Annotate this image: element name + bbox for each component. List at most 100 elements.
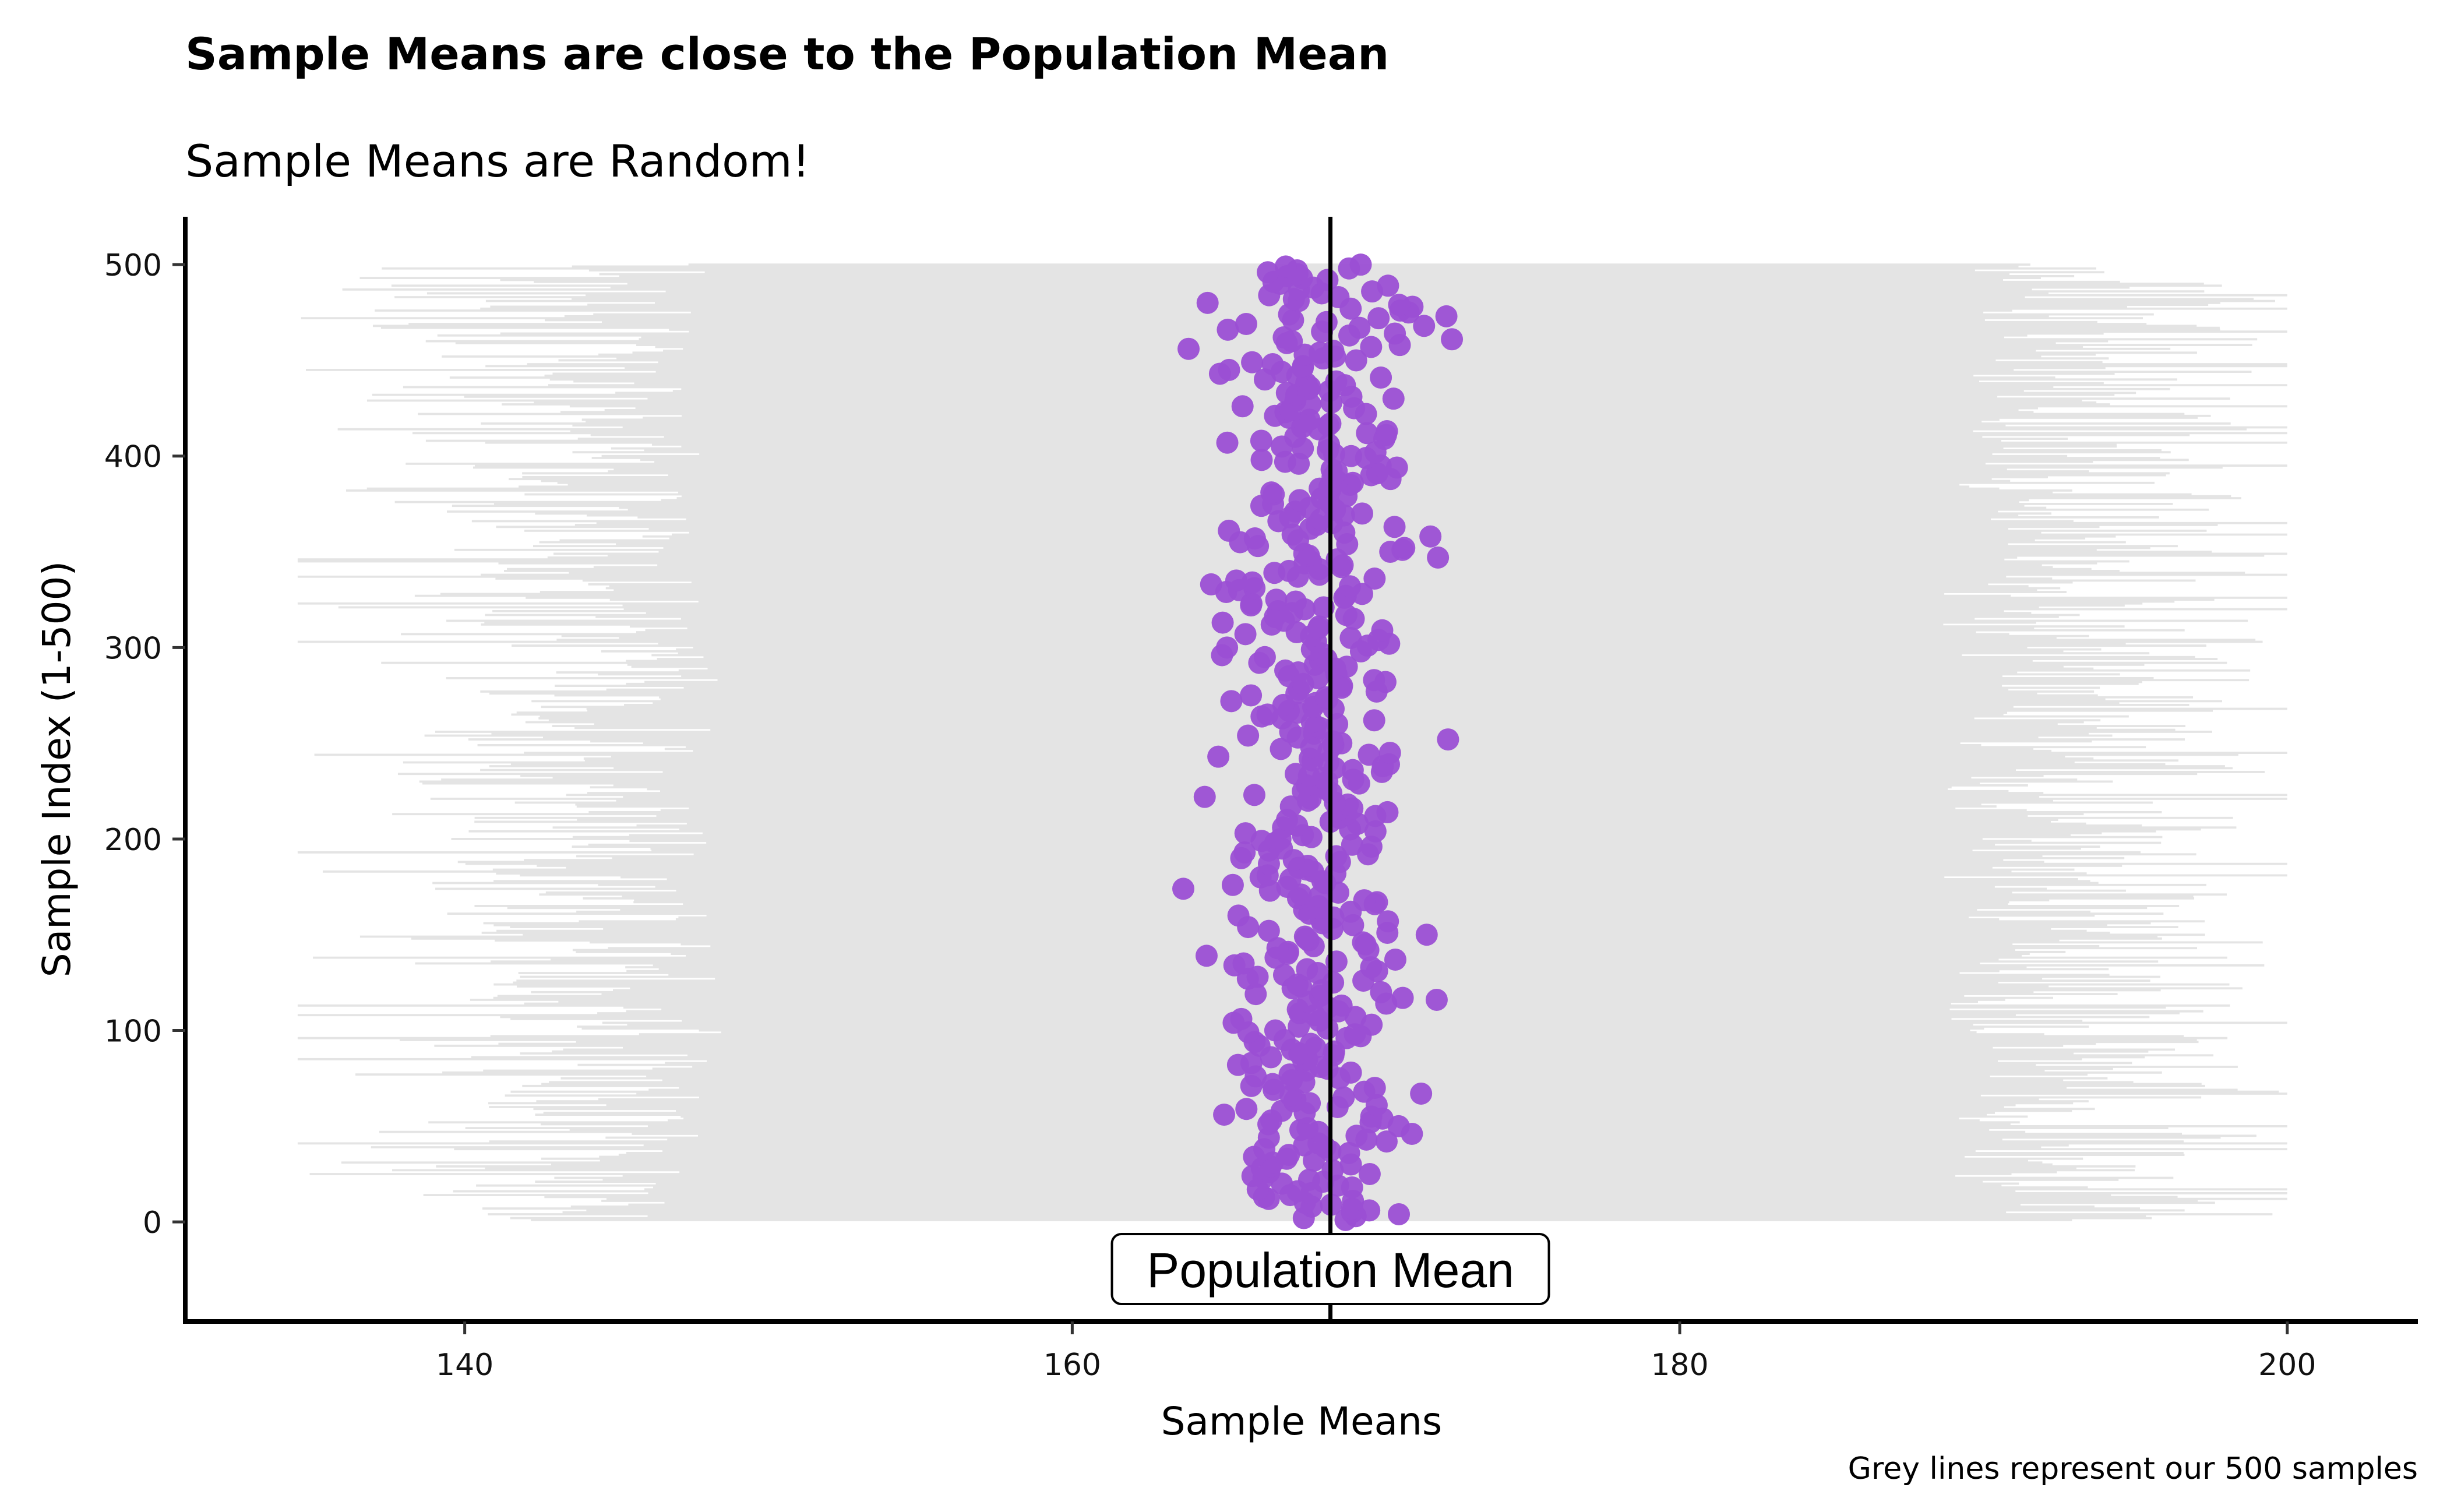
sample-mean-point [1218, 358, 1240, 381]
sample-mean-point [1237, 724, 1260, 747]
sample-mean-points [1172, 253, 1464, 1231]
sample-mean-point [1297, 1168, 1320, 1191]
sample-mean-point [1345, 349, 1367, 372]
sample-mean-point [1246, 965, 1269, 988]
sample-mean-point [1200, 573, 1222, 595]
sample-mean-point [1378, 742, 1401, 764]
sample-mean-point [1367, 307, 1390, 330]
sample-mean-point [1218, 519, 1240, 542]
sample-mean-point [1370, 366, 1392, 389]
sample-mean-point [1335, 655, 1358, 678]
sample-mean-point [1358, 743, 1380, 766]
sample-mean-point [1220, 690, 1243, 713]
chart-subtitle: Sample Means are Random! [185, 135, 810, 187]
sample-mean-point [1299, 1032, 1322, 1055]
sample-mean-point [1231, 395, 1254, 418]
sample-mean-point [1352, 931, 1374, 954]
sample-mean-point [1296, 958, 1318, 981]
sample-mean-point [1274, 659, 1297, 682]
x-tick-label: 140 [436, 1348, 493, 1383]
sample-mean-point [1232, 952, 1255, 975]
sample-mean-point [1274, 255, 1297, 278]
sample-mean-point [1213, 1104, 1236, 1126]
sample-mean-point [1427, 546, 1450, 569]
sample-mean-point [1257, 261, 1279, 284]
sample-mean-point [1261, 1073, 1284, 1095]
sample-mean-point [1363, 669, 1385, 692]
x-tick-label: 200 [2258, 1348, 2316, 1383]
sample-mean-point [1384, 322, 1406, 345]
sample-mean-point [1363, 568, 1386, 590]
x-tick-label: 180 [1651, 1348, 1708, 1383]
sample-mean-point [1321, 1159, 1344, 1182]
sample-mean-point [1293, 925, 1316, 948]
sample-mean-point [1335, 604, 1358, 626]
sample-mean-point [1356, 422, 1378, 445]
sample-mean-point [1388, 294, 1411, 316]
sample-mean-point [1172, 877, 1195, 900]
sample-mean-point [1278, 1063, 1301, 1086]
sample-mean-point [1308, 615, 1331, 638]
sample-mean-point [1413, 315, 1436, 337]
sample-mean-point [1177, 337, 1200, 360]
sample-mean-point [1349, 253, 1372, 276]
sample-mean-point [1339, 1061, 1362, 1084]
sample-mean-point [1264, 1019, 1286, 1042]
y-tick-label: 200 [104, 823, 162, 858]
sample-mean-point [1235, 1098, 1258, 1120]
sample-mean-point [1227, 904, 1250, 927]
x-tick-label: 160 [1043, 1348, 1101, 1383]
sample-mean-point [1377, 274, 1399, 297]
y-tick-label: 0 [143, 1206, 162, 1240]
sample-mean-point [1376, 801, 1399, 823]
sample-mean-point [1225, 569, 1247, 592]
sample-mean-point [1345, 1125, 1368, 1147]
sample-mean-point [1322, 340, 1345, 362]
sample-mean-point [1384, 948, 1406, 971]
sample-mean-point [1339, 626, 1362, 649]
sample-mean-point [1195, 944, 1218, 967]
sample-mean-point [1340, 445, 1363, 467]
chart-caption: Grey lines represent our 500 samples [1848, 1451, 2418, 1486]
sample-mean-point [1370, 981, 1392, 1003]
sample-mean-point [1193, 785, 1216, 808]
sample-mean-point [1234, 822, 1257, 845]
sample-mean-point [1279, 795, 1302, 818]
sample-mean-point [1360, 336, 1383, 358]
sample-mean-point [1351, 502, 1373, 525]
sample-mean-point [1235, 313, 1257, 336]
sample-mean-point [1327, 286, 1350, 309]
sample-mean-point [1388, 1203, 1411, 1225]
sample-mean-point [1437, 728, 1459, 751]
sample-mean-point [1435, 305, 1458, 327]
sample-mean-point [1233, 841, 1256, 864]
sample-mean-point [1216, 636, 1239, 659]
sample-mean-point [1196, 291, 1219, 314]
sample-mean-point [1375, 1130, 1398, 1153]
y-tick-label: 100 [104, 1014, 162, 1049]
sample-mean-point [1419, 525, 1442, 548]
sample-mean-point [1425, 988, 1448, 1011]
sample-mean-point [1261, 353, 1284, 376]
y-axis-ticks: 0 100 200 300 400 500 [104, 248, 185, 1240]
sample-mean-point [1353, 889, 1376, 912]
sample-mean-point [1363, 1077, 1386, 1099]
sample-mean-point [1243, 784, 1265, 806]
sample-mean-point [1250, 429, 1272, 452]
sample-mean-point [1281, 523, 1304, 546]
sample-mean-point [1330, 994, 1353, 1017]
sample-mean-point [1364, 820, 1387, 843]
sample-mean-point [1385, 456, 1408, 479]
sample-mean-point [1241, 571, 1264, 594]
sample-mean-point [1243, 527, 1266, 550]
sample-mean-point [1316, 269, 1339, 291]
sample-mean-point [1441, 328, 1464, 351]
sample-mean-point [1348, 316, 1371, 339]
sample-mean-point [1272, 964, 1295, 986]
y-axis-title: Sample Index (1-500) [34, 561, 79, 977]
x-axis-ticks: 140 160 180 200 [436, 1321, 2316, 1383]
sample-mean-point [1360, 956, 1383, 979]
chart-title: Sample Means are close to the Population… [185, 28, 1390, 80]
sample-mean-point [1415, 924, 1438, 946]
